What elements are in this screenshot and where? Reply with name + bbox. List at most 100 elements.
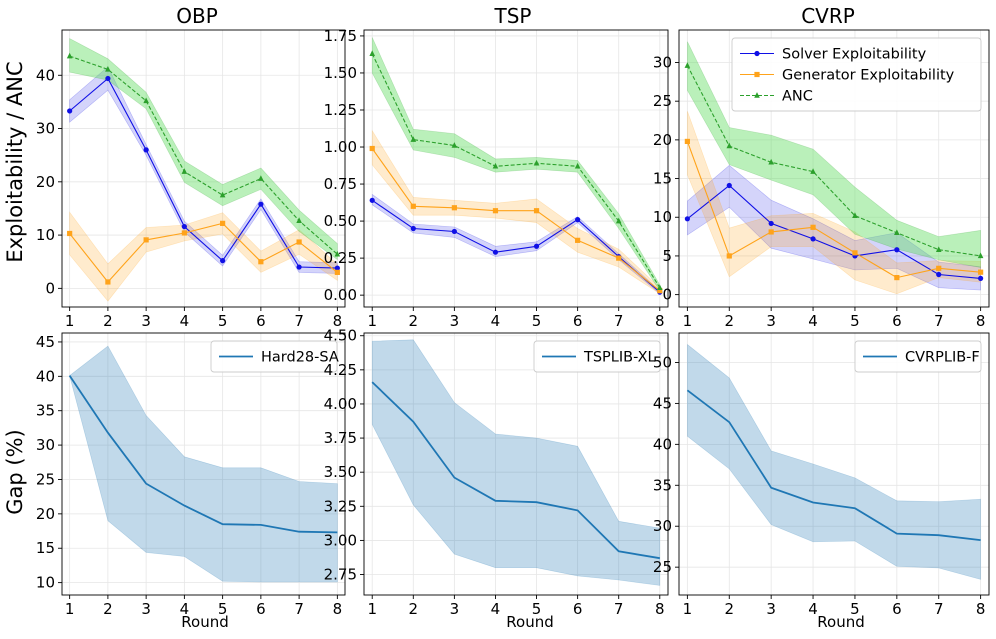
x-tick-label: 7: [294, 600, 304, 618]
axes-frame: [678, 29, 990, 308]
data-point-anc: [574, 162, 581, 169]
data-point-generator: [616, 255, 622, 261]
x-tick-label: 2: [409, 312, 419, 330]
x-tick-label: 8: [333, 600, 343, 618]
data-point-anc: [768, 158, 774, 165]
band-gap: [687, 343, 981, 580]
data-point-generator: [105, 279, 111, 285]
data-point-anc: [894, 229, 900, 235]
legend-label: Solver Exploitability: [782, 47, 927, 63]
data-point-generator: [258, 259, 264, 265]
legend: Solver Exploitability Generator Exploitab…: [731, 37, 982, 112]
legend-marker: [754, 50, 760, 57]
x-tick-label: 1: [683, 600, 693, 618]
y-tick-label: 45: [36, 333, 55, 351]
x-tick-label: 8: [976, 312, 986, 330]
y-tick-label: 15: [653, 170, 672, 188]
y-tick-label: 4.25: [324, 361, 357, 379]
x-tick-label: 5: [532, 312, 542, 330]
data-point-solver: [894, 247, 900, 253]
x-tick-label: 6: [892, 312, 902, 330]
data-point-anc: [258, 175, 264, 181]
band-generator: [69, 211, 338, 302]
panel-tsp-exploit: 1 2 3 4 5 6 7 8 0.00 0.25 0.50 0.75 1.00 1.25 1.50 1.75: [324, 27, 669, 330]
data-point-generator: [657, 288, 663, 294]
grid: [364, 333, 668, 595]
y-tick-label: 10: [36, 226, 55, 244]
data-point-anc: [810, 168, 816, 174]
data-point-anc: [684, 62, 691, 68]
data-point-solver: [451, 228, 457, 235]
y-tick-label: 30: [36, 436, 55, 454]
y-tick-label: 40: [36, 66, 55, 84]
data-point-anc: [410, 136, 417, 142]
y-tick-label: 1.50: [324, 64, 357, 82]
data-point-solver: [143, 147, 149, 153]
x-tick-label: 4: [808, 600, 818, 618]
y-tick-label: 0.75: [324, 175, 357, 193]
data-point-solver: [410, 225, 416, 232]
x-tick-label: 5: [850, 312, 860, 330]
data-point-solver: [492, 249, 499, 255]
y-tick-label: 0: [662, 286, 672, 304]
data-point-generator: [852, 250, 858, 256]
data-point-solver: [181, 223, 187, 230]
band-anc: [69, 38, 338, 261]
data-point-solver: [258, 201, 264, 207]
x-tick-label: 7: [934, 600, 944, 618]
x-tick-label: 1: [367, 600, 377, 618]
x-tick-label: 4: [491, 312, 501, 330]
y-tick-label: 0.00: [324, 286, 357, 304]
data-point-anc: [726, 142, 733, 149]
data-point-solver: [105, 75, 111, 82]
x-tick-label: 2: [103, 312, 113, 330]
axes-frame: [61, 332, 346, 596]
data-point-generator: [810, 224, 816, 230]
x-tick-label: 8: [655, 312, 665, 330]
x-tick-label: 8: [655, 600, 665, 618]
x-tick-label: 3: [766, 600, 776, 618]
xlabel-cvrp: Round: [817, 613, 864, 631]
band-gap: [69, 345, 338, 583]
data-point-solver: [936, 271, 942, 278]
data-point-anc: [105, 66, 111, 72]
band-solver: [687, 165, 981, 291]
series-line-solver: [69, 77, 338, 269]
y-tick-label: 3.75: [324, 429, 357, 447]
data-point-generator: [296, 239, 302, 245]
data-point-anc: [181, 168, 188, 174]
legend-label: ANC: [782, 89, 813, 105]
y-tick-label: 45: [653, 394, 672, 412]
band-anc: [687, 41, 981, 268]
y-tick-label: 3.00: [324, 531, 357, 549]
xlabel-obp: Round: [181, 613, 228, 631]
x-tick-label: 1: [683, 312, 693, 330]
x-tick-label: 3: [141, 312, 151, 330]
series-line-gap: [68, 375, 338, 534]
series-line-gap: [686, 389, 981, 541]
data-point-generator: [410, 203, 416, 209]
axes-frame: [61, 29, 346, 308]
data-point-solver: [978, 275, 984, 281]
data-point-solver: [334, 265, 340, 271]
y-tick-label: 25: [36, 470, 55, 488]
legend-box: [533, 340, 661, 373]
data-point-generator: [220, 220, 226, 226]
data-point-solver: [726, 182, 732, 189]
axes-frame: [678, 332, 990, 596]
data-point-generator: [978, 269, 984, 275]
x-tick-label: 6: [573, 312, 583, 330]
series-line-solver: [371, 199, 661, 293]
title-tsp: TSP: [494, 4, 532, 28]
data-point-solver: [67, 108, 73, 114]
data-point-generator: [684, 138, 690, 145]
y-tick-label: 30: [653, 53, 672, 71]
legend-label: Hard28-SA: [261, 350, 339, 366]
y-tick-label: 50: [653, 353, 672, 371]
y-tick-label: 5: [662, 247, 672, 265]
y-tick-label: 20: [36, 505, 55, 523]
x-tick-label: 4: [808, 312, 818, 330]
data-point-solver: [220, 258, 226, 264]
x-tick-label: 8: [976, 600, 986, 618]
